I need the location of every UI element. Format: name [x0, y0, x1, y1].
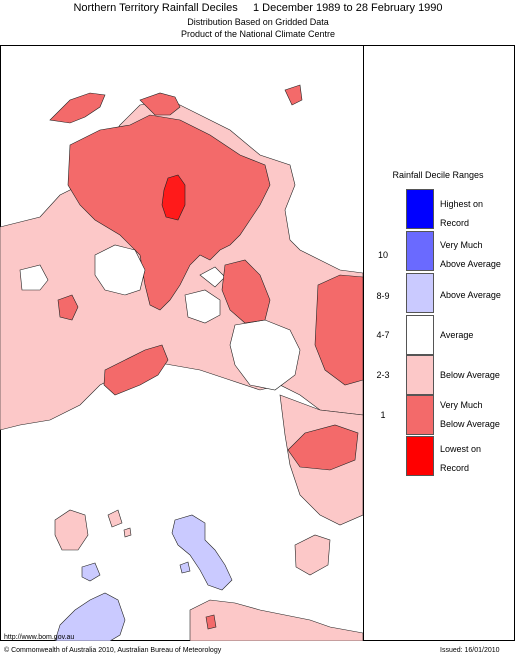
footer-issued-date: Issued: 16/01/2010	[440, 647, 500, 654]
map-subtitle-distribution: Distribution Based on Gridded Data	[187, 17, 329, 27]
legend-label-very-much-above-average: Very Much Above Average	[440, 236, 514, 274]
region-lowest-on-record	[161, 174, 186, 221]
region-very-much-below-southeast-2	[287, 424, 359, 471]
region-above-average-small-center	[179, 561, 191, 574]
legend-label-line1: Very Much	[440, 400, 483, 410]
legend-label-line1: Below Average	[440, 370, 500, 380]
region-very-much-below-top	[139, 92, 181, 116]
legend-label-highest-on-record: Highest on Record	[440, 195, 514, 233]
rainfall-decile-map	[0, 84, 363, 641]
legend-decile-10: 10	[377, 250, 388, 260]
legend-label-line1: Very Much	[440, 240, 483, 250]
region-average-west	[94, 244, 146, 296]
footer-copyright: © Commonwealth of Australia 2010, Austra…	[4, 647, 222, 654]
legend-swatch-very-much-above-average	[406, 231, 434, 271]
region-below-average-south-west	[54, 509, 89, 551]
region-below-average-south-east-patch	[294, 534, 331, 576]
region-very-much-below-bottom	[205, 614, 217, 630]
legend-title: Rainfall Decile Ranges	[392, 170, 484, 180]
map-panel	[0, 45, 364, 641]
region-above-average-small-west	[81, 562, 101, 582]
map-subtitle-product: Product of the National Climate Centre	[180, 29, 336, 39]
region-very-much-below-southwest-patch	[103, 344, 169, 396]
legend-label-line2: Record	[440, 218, 470, 228]
region-very-much-below-top-right	[284, 84, 303, 106]
legend-label-below-average: Below Average	[440, 366, 514, 385]
map-title: Northern Territory Rainfall Deciles 1 De…	[73, 2, 443, 14]
region-below-average-south-small	[107, 509, 123, 528]
legend-swatch-below-average	[406, 355, 434, 395]
legend-label-line1: Average	[440, 330, 474, 340]
footer-url[interactable]: http://www.bom.gov.au	[4, 634, 75, 641]
legend-swatch-very-much-below-average	[406, 395, 434, 435]
legend-swatch-highest-on-record	[406, 189, 434, 229]
region-above-average-south-central	[171, 514, 233, 591]
legend-label-above-average: Above Average	[440, 286, 514, 305]
legend-decile-1: 1	[380, 410, 386, 420]
region-below-average-tiny	[123, 527, 132, 538]
region-very-much-below-central-east	[221, 259, 271, 324]
region-average-east	[229, 319, 301, 391]
region-above-average-southwest	[54, 592, 126, 641]
legend-label-line2: Above Average	[440, 259, 501, 269]
legend-label-very-much-below-average: Very Much Below Average	[440, 396, 514, 434]
legend-swatch-above-average	[406, 273, 434, 313]
region-below-average-bottom	[189, 599, 363, 641]
legend-decile-4-7: 4-7	[376, 330, 390, 340]
region-average-left-edge	[19, 264, 49, 291]
legend-label-line2: Below Average	[440, 419, 500, 429]
region-very-much-below-east-edge	[314, 274, 363, 386]
region-very-much-below-west-patch	[57, 294, 79, 321]
legend-label-line2: Record	[440, 463, 470, 473]
legend-label-line1: Above Average	[440, 290, 501, 300]
region-very-much-below-north-tip	[49, 92, 106, 124]
legend-label-average: Average	[440, 326, 514, 345]
legend-label-line1: Highest on	[440, 199, 484, 209]
legend-decile-2-3: 2-3	[376, 370, 390, 380]
legend-swatch-lowest-on-record	[406, 436, 434, 476]
legend-decile-8-9: 8-9	[376, 291, 390, 301]
legend-label-line1: Lowest on	[440, 444, 482, 454]
region-average-center	[184, 289, 221, 324]
legend-label-lowest-on-record: Lowest on Record	[440, 440, 514, 478]
legend-swatch-average	[406, 315, 434, 355]
